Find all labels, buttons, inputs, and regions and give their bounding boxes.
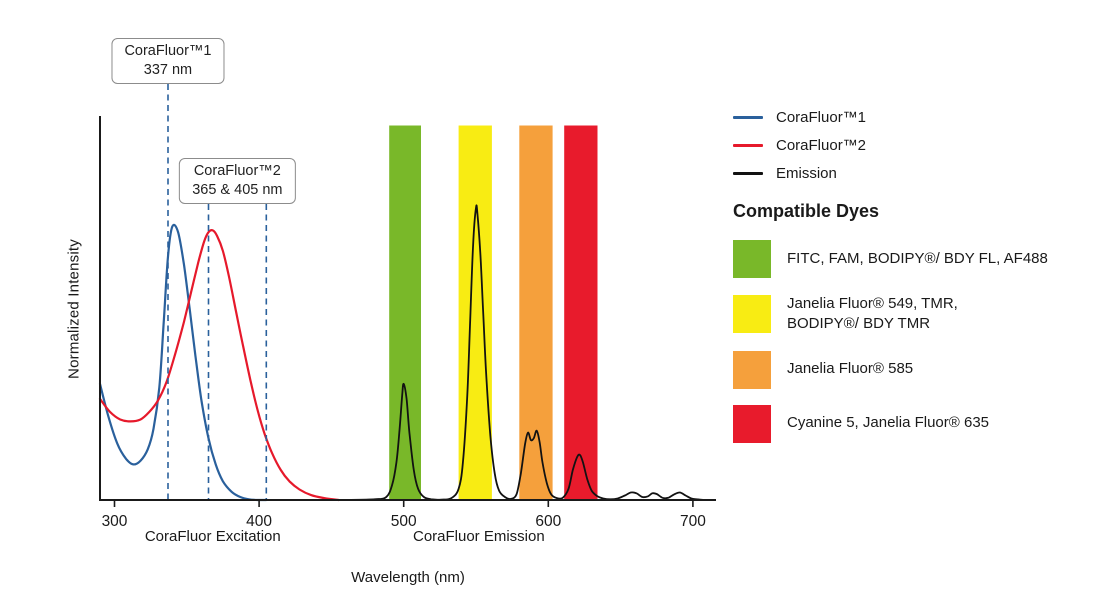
legend-line-swatch: [733, 115, 763, 119]
y-axis-title: Normalized Intensity: [65, 239, 83, 379]
dye-color-swatch: [733, 350, 771, 389]
callout-corafluor1-337nm: CoraFluor™1 337 nm: [111, 38, 225, 85]
legend-item-emission: Emission: [733, 159, 1105, 187]
dye-label: Janelia Fluor® 549, TMR, BODIPY®/ BDY TM…: [787, 295, 958, 333]
orange-filter-band: [519, 125, 553, 500]
dye-row-3: Janelia Fluor® 585: [733, 350, 1105, 389]
series-corafluor-2-curve: [98, 229, 340, 502]
dye-label: Cyanine 5, Janelia Fluor® 635: [787, 414, 990, 432]
legend-item-label: CoraFluor™1: [776, 108, 867, 126]
legend-item-corafluor-1: CoraFluor™1: [733, 103, 1105, 131]
dye-color-swatch: [733, 295, 771, 334]
x-axis-note-emission: CoraFluor Emission: [412, 528, 545, 545]
legend-item-corafluor-2: CoraFluor™2: [733, 131, 1105, 159]
x-tick-label-500: 500: [391, 513, 417, 530]
x-axis-title: Wavelength (nm): [351, 569, 465, 586]
compatible-dyes-list: FITC, FAM, BODIPY®/ BDY FL, AF488 Janelia…: [733, 240, 1105, 443]
callout-wavelength: 365 & 405 nm: [192, 182, 283, 199]
dye-row-2: Janelia Fluor® 549, TMR, BODIPY®/ BDY TM…: [733, 294, 1105, 335]
chart-area: 300 400 500 600 700 Normalized Intensity Cor…: [65, 38, 716, 586]
legend-item-label: Emission: [776, 164, 837, 182]
compatible-dyes-title: Compatible Dyes: [733, 201, 880, 221]
legend-line-swatch: [733, 143, 763, 147]
series-legend: CoraFluor™1 CoraFluor™2 Emission: [733, 103, 1105, 187]
series-emission-curve: [344, 204, 706, 501]
x-tick-label-300: 300: [102, 513, 128, 530]
dye-color-swatch: [733, 240, 771, 278]
dye-row-1: FITC, FAM, BODIPY®/ BDY FL, AF488: [733, 240, 1105, 278]
red-filter-band: [564, 125, 598, 500]
callout-corafluor2-365-405nm: CoraFluor™2 365 & 405 nm: [179, 158, 296, 205]
x-tick-label-700: 700: [680, 513, 706, 530]
legend-panel: CoraFluor™1 CoraFluor™2 Emission Compatibl…: [733, 103, 1105, 443]
dye-color-swatch: [733, 404, 771, 443]
dye-row-4: Cyanine 5, Janelia Fluor® 635: [733, 404, 1105, 443]
x-tick-label-600: 600: [535, 513, 561, 530]
x-tick-label-400: 400: [246, 513, 272, 530]
dye-label: FITC, FAM, BODIPY®/ BDY FL, AF488: [787, 249, 1048, 267]
x-axis-note-excitation: CoraFluor Excitation: [144, 528, 281, 545]
legend-line-swatch: [733, 171, 763, 175]
dye-label: Janelia Fluor® 585: [787, 360, 914, 378]
callout-wavelength: 337 nm: [143, 62, 193, 79]
legend-item-label: CoraFluor™2: [776, 136, 867, 154]
spectra-plot-svg: 300 400 500 600 700: [98, 84, 716, 530]
callout-title: CoraFluor™2: [193, 163, 281, 179]
green-filter-band: [389, 125, 421, 500]
callout-title: CoraFluor™1: [124, 43, 212, 59]
series-corafluor-1-curve: [98, 223, 268, 502]
